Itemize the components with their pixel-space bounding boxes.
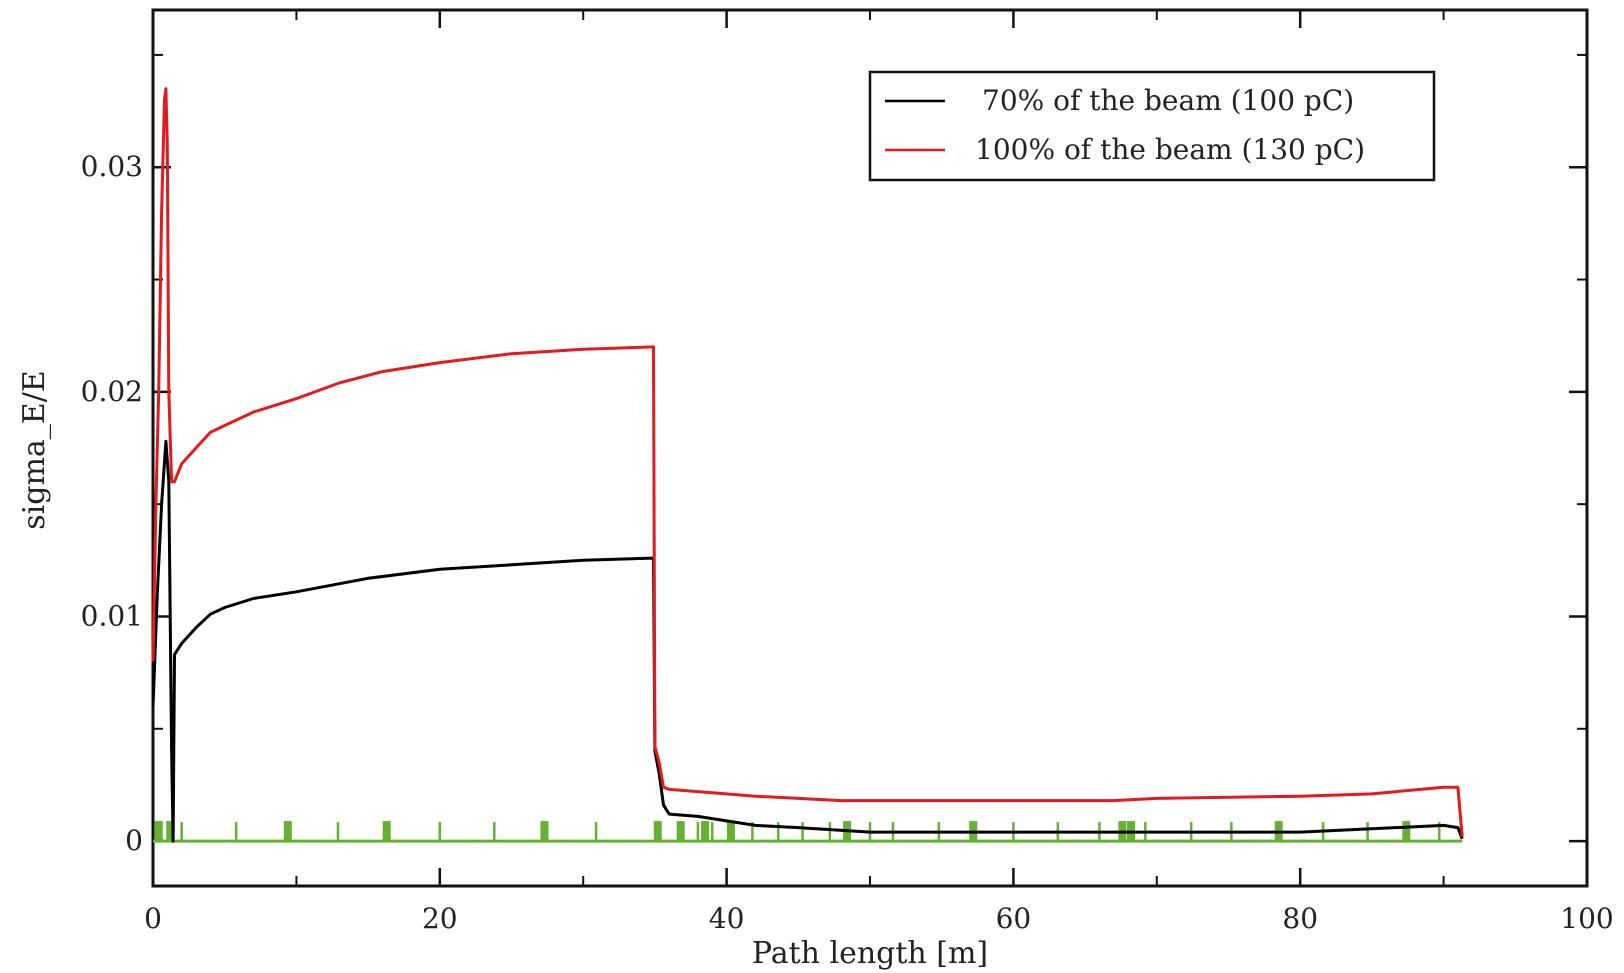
series-line-2: [151, 87, 1464, 837]
y-tick-label: 0.01: [81, 599, 143, 632]
axis-ticks: [151, 10, 1589, 886]
marker-thick: [701, 821, 710, 842]
marker-thick: [154, 821, 163, 842]
legend-box: [868, 70, 1436, 182]
x-tick-label: 80: [1282, 902, 1318, 935]
marker-thick: [382, 821, 391, 842]
x-tick-label: 60: [996, 902, 1032, 935]
series-line-1: [151, 439, 1464, 843]
series-lines: [151, 87, 1464, 843]
legend-label-series-1: 70% of the beam (100 pC): [982, 84, 1354, 117]
marker-thick: [726, 821, 735, 842]
legend-label-series-2: 100% of the beam (130 pC): [975, 133, 1365, 166]
marker-thick: [1402, 821, 1411, 842]
marker-thick: [676, 821, 685, 842]
x-tick-label: 40: [709, 902, 745, 935]
x-tick-label: 100: [1560, 902, 1613, 935]
marker-thick: [653, 821, 662, 842]
x-tick-label: 20: [422, 902, 458, 935]
marker-thick: [283, 821, 292, 842]
x-tick-label: 0: [144, 902, 162, 935]
marker-thick: [166, 821, 175, 842]
y-tick-label: 0.03: [81, 150, 143, 183]
marker-thick: [540, 821, 549, 842]
tick-labels: 0 20 40 60 80 100 0 0.01 0.02 0.03: [81, 150, 1614, 935]
legend: 70% of the beam (100 pC) 100% of the bea…: [868, 70, 1436, 182]
y-tick-label: 0.02: [81, 375, 143, 408]
y-tick-label: 0: [125, 824, 143, 857]
y-axis-title: sigma_E/E: [17, 370, 52, 529]
x-axis-title: Path length [m]: [752, 936, 988, 971]
